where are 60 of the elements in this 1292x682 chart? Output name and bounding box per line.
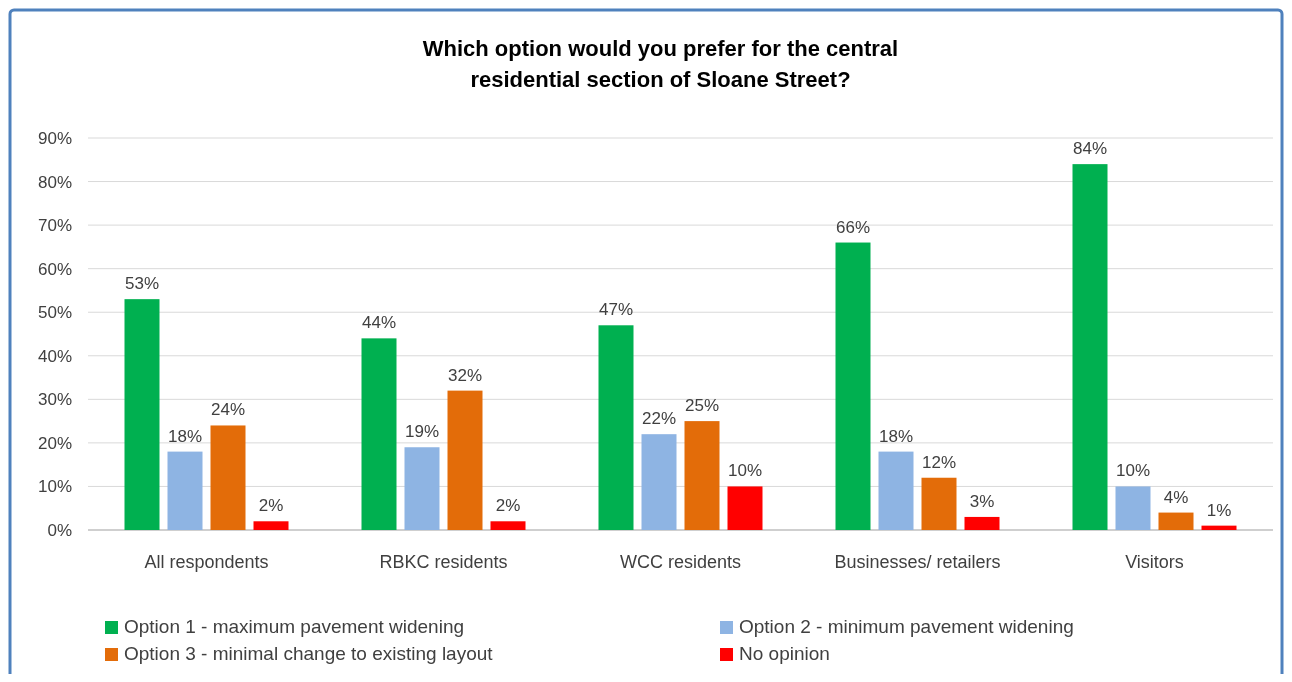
data-label: 3% [969,491,995,511]
bar [878,451,914,530]
data-label: 10% [727,461,763,481]
data-label: 4% [1163,487,1189,507]
y-tick-label: 0% [47,521,72,540]
bar [124,299,160,530]
x-tick-label: Businesses/ retailers [834,552,1001,572]
x-tick-label: RBKC residents [379,552,508,572]
bar [1158,512,1194,530]
data-label: 2% [258,496,284,516]
data-label: 25% [684,396,720,416]
y-tick-label: 10% [37,477,72,497]
bar [404,447,440,530]
x-tick-label: All respondents [144,552,269,572]
data-label: 32% [447,365,483,385]
bar [1115,486,1151,530]
data-label: 84% [1072,139,1108,159]
legend-label: Option 3 - minimal change to existing layout [124,643,494,664]
legend-label: Option 1 - maximum pavement widening [124,616,465,637]
bar [253,521,289,530]
bar [210,425,246,530]
data-label: 22% [641,409,677,429]
data-label: 10% [1115,461,1151,481]
x-tick-label: Visitors [1125,552,1184,572]
bar [1201,525,1237,530]
data-label: 18% [878,426,914,446]
bar [1072,164,1108,530]
bar [361,338,397,530]
bar [447,390,483,530]
bar [964,516,1000,530]
bar [598,325,634,530]
bar [641,434,677,530]
y-tick-label: 60% [37,259,72,279]
bar [167,451,203,530]
y-tick-label: 30% [37,390,72,410]
data-label: 19% [404,422,440,442]
data-label: 44% [361,313,397,333]
chart-title: Which option would you prefer for the central residential section of Sloane Street? [422,36,899,92]
legend-label: No opinion [739,643,830,664]
bar [490,521,526,530]
bar [727,486,763,530]
y-tick-label: 80% [37,172,72,192]
bar [835,242,871,530]
data-label: 12% [921,452,957,472]
data-label: 18% [167,426,203,446]
data-label: 1% [1206,500,1232,520]
y-tick-label: 90% [37,129,72,148]
y-tick-label: 70% [37,216,72,236]
x-tick-label: WCC residents [619,552,742,572]
data-label: 47% [598,300,634,320]
data-label: 66% [835,217,871,237]
y-tick-label: 50% [37,303,72,323]
bar [684,421,720,530]
data-label: 24% [210,400,246,420]
data-label: 53% [124,274,160,294]
y-tick-label: 20% [37,433,72,453]
bar [921,477,957,530]
data-label: 2% [495,496,521,516]
legend-label: Option 2 - minimum pavement widening [739,616,1074,637]
y-tick-label: 40% [37,346,72,366]
